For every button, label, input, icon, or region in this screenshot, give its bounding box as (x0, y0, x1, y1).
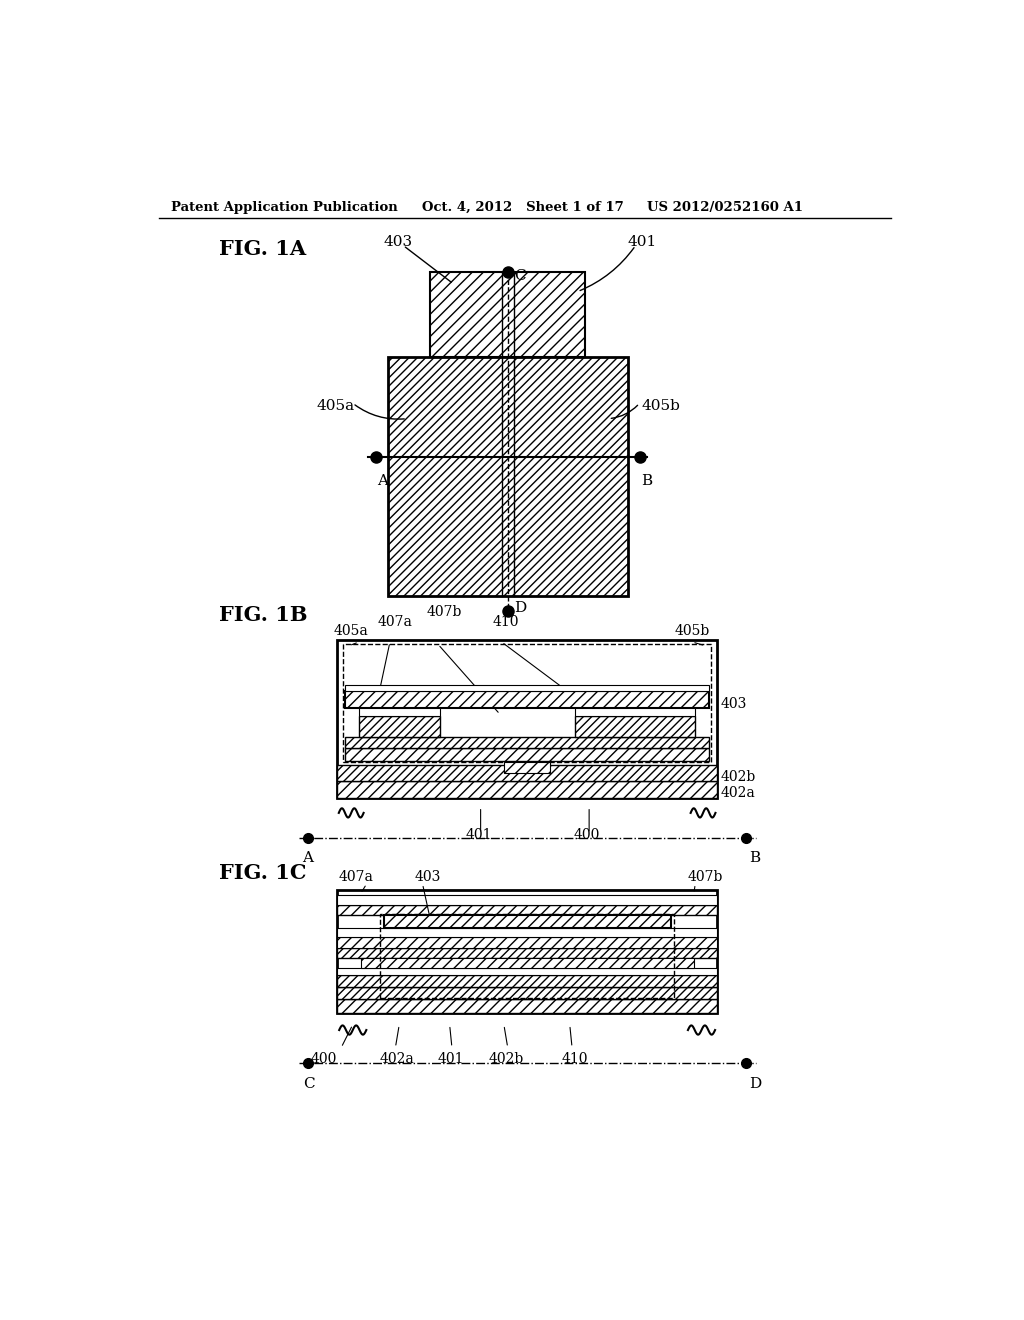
Text: 405b: 405b (675, 624, 710, 638)
Bar (575, 708, 695, 715)
Text: 405b: 405b (642, 400, 681, 413)
Text: 407b: 407b (687, 870, 723, 884)
Bar (337, 937, 717, 948)
Bar (337, 640, 717, 797)
Text: 403: 403 (415, 870, 441, 884)
Bar (343, 644, 711, 762)
Bar (430, 272, 586, 358)
Text: 410: 410 (493, 615, 519, 628)
Bar (359, 715, 440, 738)
Bar (345, 692, 710, 708)
Bar (337, 999, 717, 1014)
Text: 410: 410 (562, 1052, 589, 1065)
Text: 407a: 407a (378, 615, 413, 628)
Text: Patent Application Publication: Patent Application Publication (171, 201, 397, 214)
Text: 405a: 405a (334, 624, 368, 638)
Text: B: B (641, 474, 652, 488)
Text: US 2012/0252160 A1: US 2012/0252160 A1 (647, 201, 803, 214)
Bar (337, 890, 717, 1014)
Text: 402a: 402a (380, 1052, 415, 1065)
Bar (337, 904, 717, 915)
Text: FIG. 1C: FIG. 1C (219, 863, 307, 883)
Bar (337, 895, 717, 904)
Text: 401: 401 (465, 829, 492, 842)
Bar (388, 358, 628, 595)
Bar (337, 928, 717, 937)
Text: B: B (750, 851, 761, 866)
Bar (380, 913, 675, 998)
Bar (337, 987, 717, 999)
Bar (345, 685, 710, 692)
Text: 400: 400 (573, 829, 600, 842)
Text: 401: 401 (628, 235, 657, 249)
Bar (345, 748, 710, 760)
Text: 403: 403 (721, 697, 748, 710)
Bar (345, 738, 710, 748)
Text: 407b: 407b (426, 605, 462, 619)
Text: A: A (302, 851, 312, 866)
Text: 400: 400 (310, 1052, 337, 1065)
Text: C: C (514, 268, 525, 282)
Text: 402b: 402b (721, 770, 756, 784)
Text: 402b: 402b (488, 1052, 523, 1065)
Text: FIG. 1A: FIG. 1A (219, 239, 306, 259)
Text: Oct. 4, 2012   Sheet 1 of 17: Oct. 4, 2012 Sheet 1 of 17 (423, 201, 625, 214)
Text: 401: 401 (438, 1052, 465, 1065)
Bar (504, 762, 550, 774)
Bar (337, 780, 717, 797)
Text: 402a: 402a (721, 785, 756, 800)
Bar (359, 708, 440, 715)
Bar (337, 968, 717, 975)
Bar (575, 715, 695, 738)
Text: C: C (303, 1077, 314, 1092)
Bar (384, 915, 671, 928)
Text: A: A (378, 474, 388, 488)
Bar (360, 958, 693, 968)
Bar (337, 975, 717, 987)
Bar (337, 766, 717, 780)
Text: D: D (514, 601, 526, 615)
Text: D: D (750, 1077, 762, 1092)
Bar (337, 948, 717, 958)
Text: 405a: 405a (316, 400, 354, 413)
Text: 407a: 407a (339, 870, 374, 884)
Text: 403: 403 (384, 235, 413, 249)
Text: FIG. 1B: FIG. 1B (219, 605, 308, 624)
